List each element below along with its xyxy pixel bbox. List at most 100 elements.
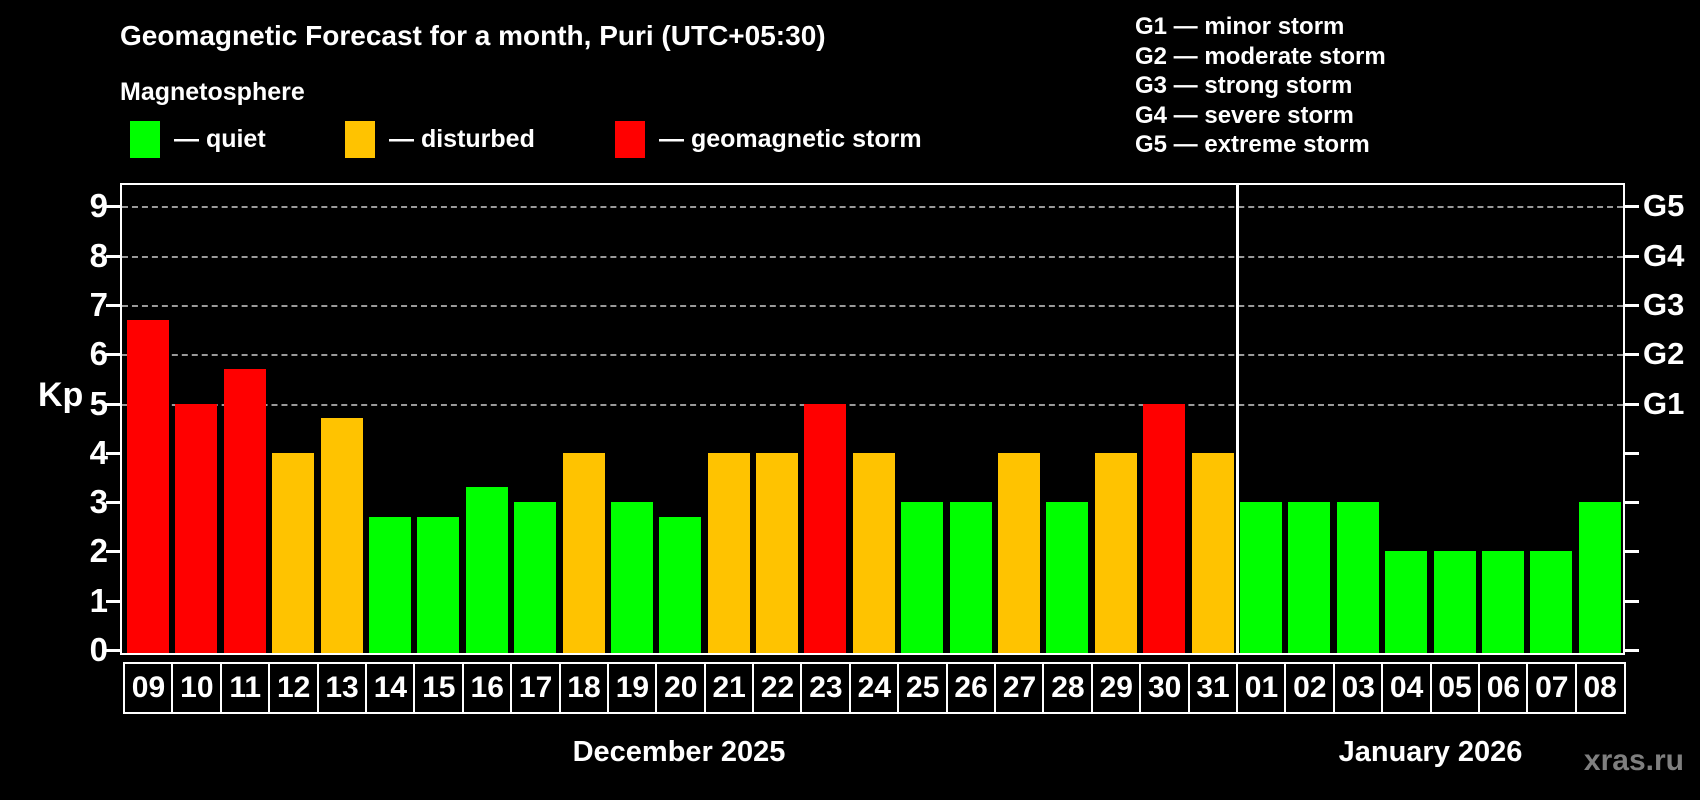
y-axis-tick bbox=[106, 501, 120, 505]
kp-bar bbox=[1530, 551, 1573, 653]
y-axis-tick bbox=[106, 254, 120, 258]
day-label: 13 bbox=[316, 662, 368, 714]
day-label: 19 bbox=[606, 662, 658, 714]
y-axis-tick bbox=[106, 550, 120, 554]
kp-bar bbox=[707, 452, 750, 653]
gridline bbox=[122, 403, 1623, 406]
month-separator-line bbox=[1235, 185, 1239, 653]
day-label: 04 bbox=[1381, 662, 1433, 714]
kp-bar bbox=[610, 502, 653, 653]
disturbed-color-swatch bbox=[345, 120, 375, 158]
kp-bar bbox=[417, 516, 460, 653]
y-tick-label: 7 bbox=[89, 285, 108, 323]
kp-bar bbox=[1191, 452, 1234, 653]
y-axis-title: Kp bbox=[38, 376, 84, 414]
day-label: 25 bbox=[897, 662, 949, 714]
right-axis-tick bbox=[1625, 649, 1639, 652]
kp-bar bbox=[320, 418, 363, 653]
legend-label-quiet: — quiet bbox=[174, 124, 266, 153]
right-axis-tick bbox=[1625, 550, 1639, 554]
gridline bbox=[122, 304, 1623, 307]
legend-item-disturbed: — disturbed bbox=[345, 119, 535, 159]
day-label: 30 bbox=[1139, 662, 1191, 714]
g1-legend-line: G1 — minor storm bbox=[1135, 13, 1345, 40]
legend-item-quiet: — quiet bbox=[130, 119, 266, 159]
kp-bar bbox=[804, 403, 847, 653]
day-label: 24 bbox=[848, 662, 900, 714]
kp-bar bbox=[175, 403, 218, 653]
day-label: 03 bbox=[1332, 662, 1384, 714]
y-axis-tick bbox=[106, 599, 120, 603]
plot-area bbox=[120, 183, 1625, 655]
day-label: 17 bbox=[510, 662, 562, 714]
kp-bar bbox=[1481, 551, 1524, 653]
kp-bar bbox=[1239, 502, 1282, 653]
month-label-january: January 2026 bbox=[1338, 736, 1523, 768]
right-axis-tick bbox=[1625, 205, 1639, 209]
day-label: 07 bbox=[1526, 662, 1578, 714]
y-tick-label: 5 bbox=[89, 384, 108, 422]
legend-item-storm: — geomagnetic storm bbox=[615, 119, 922, 159]
chart-title: Geomagnetic Forecast for a month, Puri (… bbox=[120, 20, 826, 51]
day-label: 10 bbox=[171, 662, 223, 714]
kp-bar bbox=[1336, 502, 1379, 653]
magnetosphere-label: Magnetosphere bbox=[120, 78, 305, 106]
day-labels-row: 09 10 11 12 13 14 15 16 17 18 19 20 21 22 23 24 25 26 27 28… bbox=[122, 662, 1627, 714]
y-axis-tick bbox=[106, 303, 120, 307]
gridline bbox=[122, 206, 1623, 209]
kp-bar bbox=[1288, 502, 1331, 653]
day-label: 31 bbox=[1187, 662, 1239, 714]
day-label: 15 bbox=[413, 662, 465, 714]
g-axis-label: G1 bbox=[1643, 385, 1685, 421]
kp-bar bbox=[272, 452, 315, 653]
legend-label-disturbed: — disturbed bbox=[389, 124, 535, 153]
g-axis-label: G2 bbox=[1643, 336, 1685, 372]
kp-bar bbox=[852, 452, 895, 653]
y-tick-label: 9 bbox=[89, 187, 108, 225]
y-axis-tick bbox=[106, 353, 120, 357]
kp-bar bbox=[465, 487, 508, 653]
right-axis-tick bbox=[1625, 402, 1639, 406]
day-label: 02 bbox=[1284, 662, 1336, 714]
xras-watermark: xras.ru bbox=[1583, 744, 1684, 777]
day-label: 09 bbox=[123, 662, 174, 714]
day-label: 05 bbox=[1429, 662, 1481, 714]
kp-bar bbox=[514, 502, 557, 653]
g-axis-label: G4 bbox=[1643, 237, 1685, 273]
kp-bar bbox=[998, 452, 1041, 653]
day-label: 08 bbox=[1574, 662, 1626, 714]
day-label: 29 bbox=[1090, 662, 1142, 714]
g-axis-label: G3 bbox=[1643, 286, 1685, 322]
day-label: 28 bbox=[1042, 662, 1094, 714]
y-tick-label: 4 bbox=[89, 433, 108, 471]
kp-bar bbox=[1094, 452, 1137, 653]
kp-bar bbox=[1578, 502, 1621, 653]
day-label: 22 bbox=[752, 662, 804, 714]
y-tick-label: 1 bbox=[89, 581, 108, 619]
kp-bar bbox=[1385, 551, 1428, 653]
y-tick-label: 0 bbox=[89, 631, 108, 668]
kp-bar bbox=[368, 516, 411, 653]
day-label: 01 bbox=[1235, 662, 1287, 714]
day-label: 20 bbox=[655, 662, 707, 714]
g4-legend-line: G4 — severe storm bbox=[1135, 101, 1354, 129]
g-axis-label: G5 bbox=[1643, 188, 1685, 224]
right-axis-tick bbox=[1625, 254, 1639, 258]
y-tick-label: 6 bbox=[89, 335, 108, 373]
day-label: 16 bbox=[461, 662, 513, 714]
kp-bar bbox=[562, 452, 605, 653]
kp-bar bbox=[659, 516, 702, 653]
kp-bar bbox=[1046, 502, 1089, 653]
g3-legend-line: G3 — strong storm bbox=[1135, 72, 1353, 99]
month-label-december: December 2025 bbox=[572, 736, 786, 768]
quiet-color-swatch bbox=[130, 120, 160, 158]
kp-bar bbox=[949, 502, 992, 653]
day-label: 21 bbox=[703, 662, 755, 714]
right-axis-tick bbox=[1625, 303, 1639, 307]
kp-bar bbox=[127, 319, 169, 653]
day-label: 23 bbox=[800, 662, 852, 714]
right-axis-tick bbox=[1625, 599, 1639, 603]
day-label: 12 bbox=[268, 662, 320, 714]
day-label: 18 bbox=[558, 662, 610, 714]
